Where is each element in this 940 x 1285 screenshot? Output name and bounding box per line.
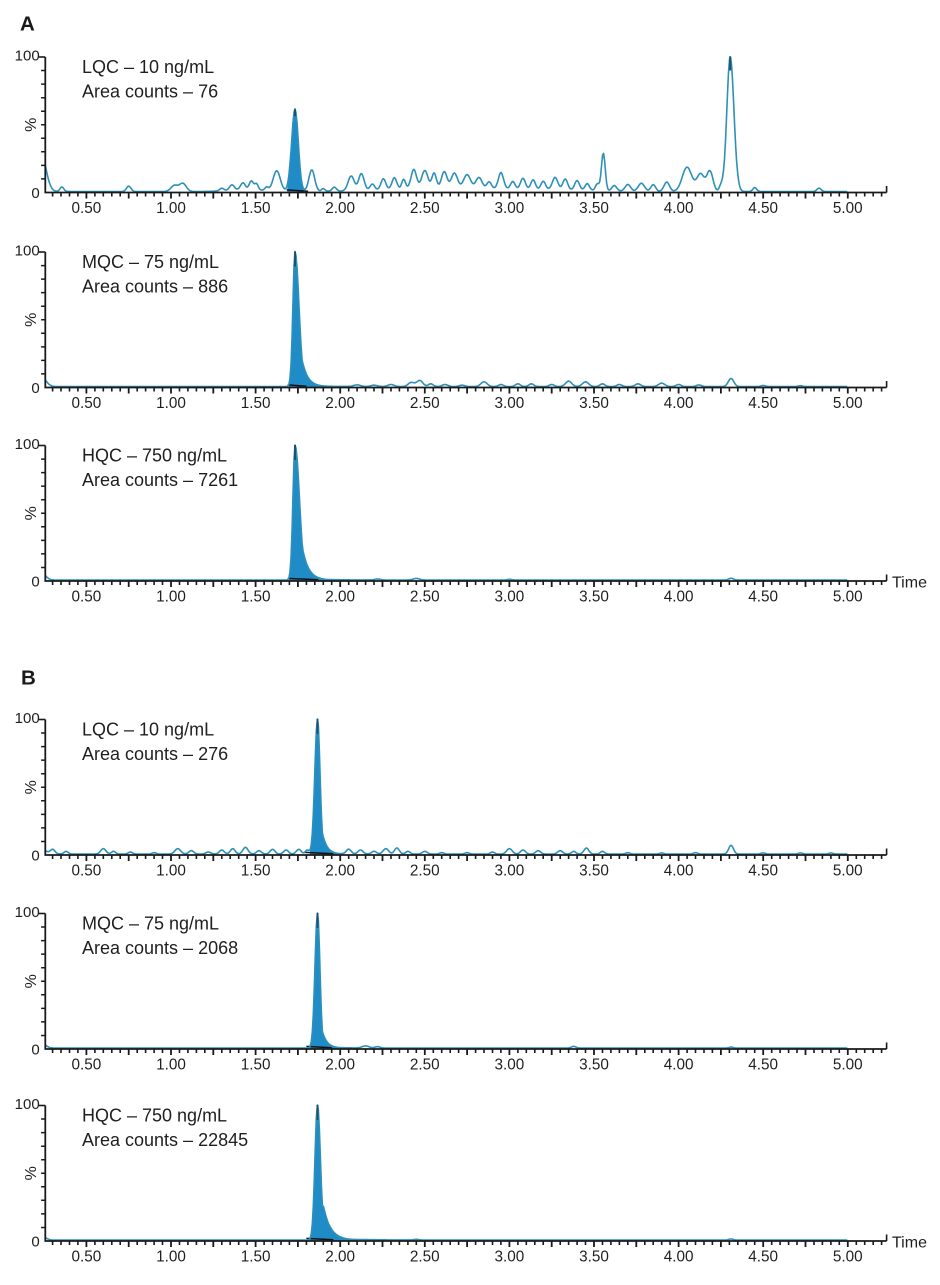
svg-text:0.50: 0.50 <box>72 863 102 880</box>
svg-text:%: % <box>23 506 40 520</box>
svg-text:0.50: 0.50 <box>72 395 102 412</box>
svg-text:A: A <box>20 13 35 36</box>
svg-text:2.00: 2.00 <box>325 395 355 412</box>
svg-text:Area counts – 7261: Area counts – 7261 <box>82 470 238 490</box>
svg-text:5.00: 5.00 <box>833 395 863 412</box>
svg-text:3.00: 3.00 <box>495 1057 525 1074</box>
svg-text:Time: Time <box>892 1235 927 1252</box>
svg-text:1.50: 1.50 <box>241 1249 271 1266</box>
svg-text:MQC – 75 ng/mL: MQC – 75 ng/mL <box>82 914 219 934</box>
svg-text:4.50: 4.50 <box>748 1057 778 1074</box>
svg-text:4.00: 4.00 <box>664 1249 694 1266</box>
svg-text:100: 100 <box>15 904 40 921</box>
svg-text:4.50: 4.50 <box>748 863 778 880</box>
svg-text:3.00: 3.00 <box>495 589 525 606</box>
svg-text:5.00: 5.00 <box>833 1057 863 1074</box>
svg-text:0.50: 0.50 <box>72 1249 102 1266</box>
svg-text:2.50: 2.50 <box>410 863 440 880</box>
svg-text:1.50: 1.50 <box>241 200 271 217</box>
svg-text:3.50: 3.50 <box>579 200 609 217</box>
svg-text:HQC – 750 ng/mL: HQC – 750 ng/mL <box>82 446 227 466</box>
svg-text:0.50: 0.50 <box>72 1057 102 1074</box>
svg-text:2.50: 2.50 <box>410 1249 440 1266</box>
svg-text:3.50: 3.50 <box>579 395 609 412</box>
svg-text:4.50: 4.50 <box>748 1249 778 1266</box>
svg-text:2.00: 2.00 <box>325 1249 355 1266</box>
svg-text:1.00: 1.00 <box>156 863 186 880</box>
svg-text:4.50: 4.50 <box>748 589 778 606</box>
svg-text:2.00: 2.00 <box>325 200 355 217</box>
svg-text:3.50: 3.50 <box>579 863 609 880</box>
svg-text:5.00: 5.00 <box>833 589 863 606</box>
svg-text:1.00: 1.00 <box>156 589 186 606</box>
svg-text:2.00: 2.00 <box>325 589 355 606</box>
svg-text:3.50: 3.50 <box>579 1057 609 1074</box>
svg-text:1.50: 1.50 <box>241 863 271 880</box>
svg-text:4.00: 4.00 <box>664 1057 694 1074</box>
svg-text:B: B <box>21 667 36 690</box>
svg-text:Time: Time <box>892 575 927 592</box>
svg-text:2.50: 2.50 <box>410 395 440 412</box>
svg-text:LQC – 10 ng/mL: LQC – 10 ng/mL <box>82 720 214 740</box>
svg-text:1.50: 1.50 <box>241 1057 271 1074</box>
svg-text:4.00: 4.00 <box>664 395 694 412</box>
svg-text:2.50: 2.50 <box>410 1057 440 1074</box>
svg-text:HQC – 750 ng/mL: HQC – 750 ng/mL <box>82 1106 227 1126</box>
svg-text:0.50: 0.50 <box>72 589 102 606</box>
svg-text:100: 100 <box>15 1096 40 1113</box>
svg-text:Area counts – 886: Area counts – 886 <box>82 277 228 297</box>
svg-text:100: 100 <box>15 243 40 260</box>
svg-text:4.50: 4.50 <box>748 200 778 217</box>
svg-text:2.00: 2.00 <box>325 1057 355 1074</box>
svg-text:Area counts – 2068: Area counts – 2068 <box>82 938 238 958</box>
svg-text:Area counts – 76: Area counts – 76 <box>82 82 218 102</box>
svg-text:%: % <box>23 118 40 132</box>
svg-text:3.50: 3.50 <box>579 589 609 606</box>
svg-text:Area counts – 22845: Area counts – 22845 <box>82 1130 248 1150</box>
svg-text:1.50: 1.50 <box>241 589 271 606</box>
svg-text:0: 0 <box>31 185 39 202</box>
svg-text:100: 100 <box>15 48 40 65</box>
svg-text:1.00: 1.00 <box>156 1249 186 1266</box>
svg-text:5.00: 5.00 <box>833 200 863 217</box>
svg-text:MQC – 75 ng/mL: MQC – 75 ng/mL <box>82 252 219 272</box>
svg-text:0: 0 <box>31 573 39 590</box>
svg-text:%: % <box>23 313 40 327</box>
svg-text:%: % <box>23 1166 40 1180</box>
svg-text:4.50: 4.50 <box>748 395 778 412</box>
svg-text:4.00: 4.00 <box>664 200 694 217</box>
svg-text:1.00: 1.00 <box>156 1057 186 1074</box>
svg-text:100: 100 <box>15 710 40 727</box>
svg-text:0: 0 <box>31 380 39 397</box>
svg-text:3.00: 3.00 <box>495 1249 525 1266</box>
svg-text:4.00: 4.00 <box>664 863 694 880</box>
svg-text:2.50: 2.50 <box>410 200 440 217</box>
svg-text:%: % <box>23 974 40 988</box>
svg-text:1.00: 1.00 <box>156 395 186 412</box>
svg-text:0: 0 <box>31 847 39 864</box>
svg-text:0: 0 <box>31 1041 39 1058</box>
svg-text:%: % <box>23 780 40 794</box>
svg-text:5.00: 5.00 <box>833 863 863 880</box>
svg-text:Area counts – 276: Area counts – 276 <box>82 744 228 764</box>
svg-text:3.00: 3.00 <box>495 863 525 880</box>
svg-text:4.00: 4.00 <box>664 589 694 606</box>
svg-text:0: 0 <box>31 1233 39 1250</box>
svg-text:1.00: 1.00 <box>156 200 186 217</box>
svg-text:3.00: 3.00 <box>495 200 525 217</box>
svg-text:LQC – 10 ng/mL: LQC – 10 ng/mL <box>82 57 214 77</box>
svg-text:2.00: 2.00 <box>325 863 355 880</box>
svg-text:1.50: 1.50 <box>241 395 271 412</box>
svg-text:5.00: 5.00 <box>833 1249 863 1266</box>
svg-text:3.50: 3.50 <box>579 1249 609 1266</box>
svg-text:3.00: 3.00 <box>495 395 525 412</box>
svg-text:2.50: 2.50 <box>410 589 440 606</box>
svg-text:100: 100 <box>15 436 40 453</box>
svg-text:0.50: 0.50 <box>72 200 102 217</box>
